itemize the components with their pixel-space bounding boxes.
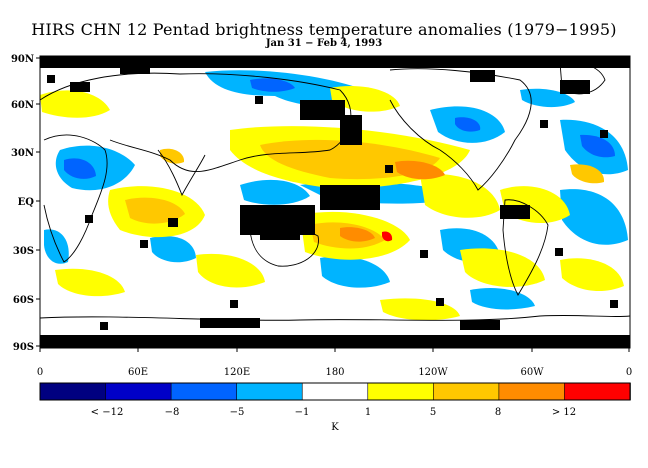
extreme-warm-spot — [382, 231, 393, 242]
missing-south-band — [40, 335, 630, 348]
colorbar-swatch — [433, 382, 500, 401]
colorbar-swatch — [105, 382, 172, 401]
colorbar: < −12 −8 −5 −1 1 5 8 > 12 K — [39, 382, 631, 433]
colorbar-swatch — [564, 382, 631, 401]
map-panel: 90N 60N 30N EQ 30S 60S 90S 0 60E 120E 18… — [11, 54, 632, 378]
colorbar-frame — [39, 382, 631, 401]
australia-outline — [249, 225, 319, 267]
lat-label-60s: 60S — [13, 295, 34, 306]
colorbar-label-neg1: −1 — [295, 407, 310, 418]
colorbar-label-8: 8 — [495, 407, 501, 418]
lat-label-eq: EQ — [18, 197, 35, 208]
lat-label-30n: 30N — [11, 148, 34, 159]
colorbar-label-neg8: −8 — [165, 407, 180, 418]
colorbar-swatch — [236, 382, 304, 401]
north-america-outline — [389, 68, 532, 191]
greenland-outline — [559, 61, 606, 95]
high-warm-regions — [340, 160, 445, 242]
coastlines — [40, 61, 630, 321]
lat-label-90s: 90S — [13, 342, 34, 353]
colorbar-unit: K — [331, 422, 339, 433]
missing-data-patches — [47, 66, 618, 330]
colorbar-swatches — [39, 382, 631, 401]
lon-label-0-left: 0 — [37, 367, 43, 378]
colorbar-label-neg5: −5 — [230, 407, 245, 418]
colorbar-swatch — [301, 382, 369, 401]
lat-axis: 90N 60N 30N EQ 30S 60S 90S — [11, 54, 40, 353]
missing-north-band — [40, 56, 630, 68]
eurasia-outline — [40, 72, 352, 172]
moderate-warm-regions — [125, 139, 605, 249]
colorbar-swatch — [39, 382, 107, 401]
africa-outline — [43, 134, 108, 263]
colorbar-label-lt-12: < −12 — [91, 407, 124, 418]
south-america-outline — [502, 199, 549, 296]
map-subtitle: Jan 31 − Feb 4, 1993 — [265, 38, 383, 49]
lon-axis: 0 60E 120E 180 120W 60W 0 — [37, 348, 632, 378]
lon-label-60w: 60W — [520, 367, 544, 378]
lon-label-60e: 60E — [128, 367, 148, 378]
lat-label-30s: 30S — [13, 246, 34, 257]
colorbar-swatch — [367, 382, 435, 401]
india-outline — [157, 149, 206, 197]
lon-label-180: 180 — [325, 367, 344, 378]
map-title: HIRS CHN 12 Pentad brightness temperatur… — [31, 20, 617, 39]
lon-label-0-right: 0 — [626, 367, 632, 378]
colorbar-label-1: 1 — [365, 407, 371, 418]
lon-label-120e: 120E — [224, 367, 250, 378]
lon-label-120w: 120W — [418, 367, 448, 378]
strong-cold-regions — [64, 78, 615, 179]
colorbar-label-5: 5 — [430, 407, 436, 418]
colorbar-swatch — [498, 382, 566, 401]
colorbar-swatch — [170, 382, 238, 401]
colorbar-label-gt-12: > 12 — [552, 407, 576, 418]
antarctica-outline — [40, 314, 630, 321]
lat-label-90n: 90N — [11, 54, 34, 65]
lat-label-60n: 60N — [11, 100, 34, 111]
anomaly-field — [40, 56, 630, 348]
